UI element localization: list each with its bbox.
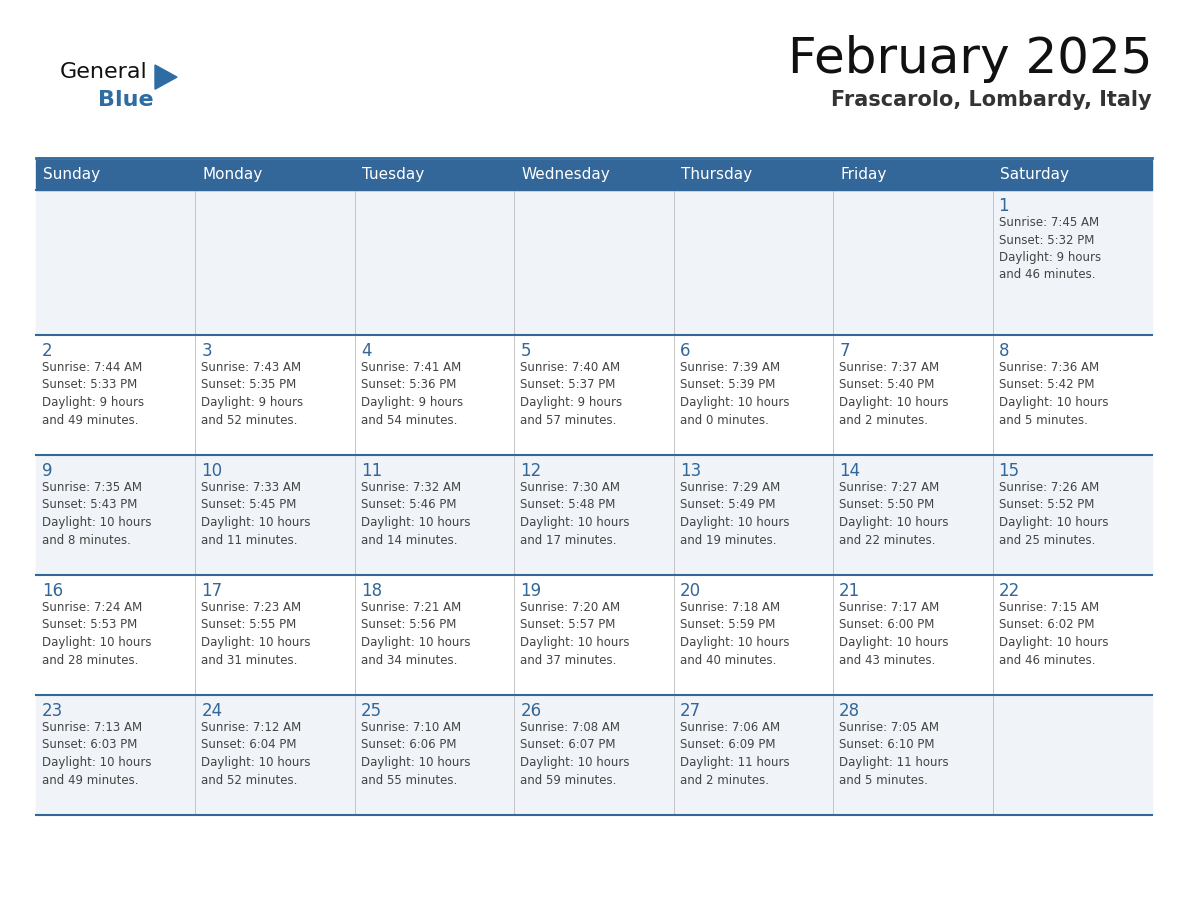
Text: 1: 1 (999, 197, 1009, 215)
Text: 9: 9 (42, 462, 52, 480)
Text: 27: 27 (680, 702, 701, 720)
Text: 26: 26 (520, 702, 542, 720)
Text: Sunrise: 7:06 AM
Sunset: 6:09 PM
Daylight: 11 hours
and 2 minutes.: Sunrise: 7:06 AM Sunset: 6:09 PM Dayligh… (680, 721, 789, 787)
Text: 7: 7 (839, 342, 849, 360)
Text: Sunrise: 7:27 AM
Sunset: 5:50 PM
Daylight: 10 hours
and 22 minutes.: Sunrise: 7:27 AM Sunset: 5:50 PM Dayligh… (839, 481, 949, 546)
Text: 14: 14 (839, 462, 860, 480)
Text: Sunrise: 7:35 AM
Sunset: 5:43 PM
Daylight: 10 hours
and 8 minutes.: Sunrise: 7:35 AM Sunset: 5:43 PM Dayligh… (42, 481, 152, 546)
Text: Sunrise: 7:36 AM
Sunset: 5:42 PM
Daylight: 10 hours
and 5 minutes.: Sunrise: 7:36 AM Sunset: 5:42 PM Dayligh… (999, 361, 1108, 427)
Text: 12: 12 (520, 462, 542, 480)
Text: Sunrise: 7:23 AM
Sunset: 5:55 PM
Daylight: 10 hours
and 31 minutes.: Sunrise: 7:23 AM Sunset: 5:55 PM Dayligh… (202, 601, 311, 666)
Text: 18: 18 (361, 582, 383, 600)
Bar (36, 455, 1152, 575)
Text: 25: 25 (361, 702, 383, 720)
Text: Blue: Blue (97, 90, 153, 110)
Text: Sunrise: 7:17 AM
Sunset: 6:00 PM
Daylight: 10 hours
and 43 minutes.: Sunrise: 7:17 AM Sunset: 6:00 PM Dayligh… (839, 601, 949, 666)
Text: 24: 24 (202, 702, 222, 720)
Text: 10: 10 (202, 462, 222, 480)
Text: Sunrise: 7:40 AM
Sunset: 5:37 PM
Daylight: 9 hours
and 57 minutes.: Sunrise: 7:40 AM Sunset: 5:37 PM Dayligh… (520, 361, 623, 427)
Bar (36, 695, 1152, 815)
Text: Thursday: Thursday (681, 167, 752, 183)
Text: Monday: Monday (202, 167, 263, 183)
Text: 28: 28 (839, 702, 860, 720)
Text: Sunrise: 7:13 AM
Sunset: 6:03 PM
Daylight: 10 hours
and 49 minutes.: Sunrise: 7:13 AM Sunset: 6:03 PM Dayligh… (42, 721, 152, 787)
Text: 23: 23 (42, 702, 63, 720)
Text: 16: 16 (42, 582, 63, 600)
Text: Sunrise: 7:15 AM
Sunset: 6:02 PM
Daylight: 10 hours
and 46 minutes.: Sunrise: 7:15 AM Sunset: 6:02 PM Dayligh… (999, 601, 1108, 666)
Text: Sunday: Sunday (43, 167, 100, 183)
Text: 22: 22 (999, 582, 1019, 600)
Text: General: General (61, 62, 147, 82)
Text: Sunrise: 7:29 AM
Sunset: 5:49 PM
Daylight: 10 hours
and 19 minutes.: Sunrise: 7:29 AM Sunset: 5:49 PM Dayligh… (680, 481, 789, 546)
Text: 6: 6 (680, 342, 690, 360)
Text: Sunrise: 7:21 AM
Sunset: 5:56 PM
Daylight: 10 hours
and 34 minutes.: Sunrise: 7:21 AM Sunset: 5:56 PM Dayligh… (361, 601, 470, 666)
Text: 2: 2 (42, 342, 52, 360)
Bar (36, 160, 1152, 190)
Polygon shape (154, 65, 177, 89)
Text: Friday: Friday (840, 167, 886, 183)
Text: Sunrise: 7:24 AM
Sunset: 5:53 PM
Daylight: 10 hours
and 28 minutes.: Sunrise: 7:24 AM Sunset: 5:53 PM Dayligh… (42, 601, 152, 666)
Text: 17: 17 (202, 582, 222, 600)
Text: 21: 21 (839, 582, 860, 600)
Bar (36, 335, 1152, 455)
Text: February 2025: February 2025 (788, 35, 1152, 83)
Text: Wednesday: Wednesday (522, 167, 609, 183)
Text: Sunrise: 7:39 AM
Sunset: 5:39 PM
Daylight: 10 hours
and 0 minutes.: Sunrise: 7:39 AM Sunset: 5:39 PM Dayligh… (680, 361, 789, 427)
Text: 13: 13 (680, 462, 701, 480)
Text: 15: 15 (999, 462, 1019, 480)
Text: 20: 20 (680, 582, 701, 600)
Text: Sunrise: 7:45 AM
Sunset: 5:32 PM
Daylight: 9 hours
and 46 minutes.: Sunrise: 7:45 AM Sunset: 5:32 PM Dayligh… (999, 216, 1101, 282)
Text: Tuesday: Tuesday (362, 167, 424, 183)
Text: Sunrise: 7:43 AM
Sunset: 5:35 PM
Daylight: 9 hours
and 52 minutes.: Sunrise: 7:43 AM Sunset: 5:35 PM Dayligh… (202, 361, 304, 427)
Text: 19: 19 (520, 582, 542, 600)
Text: Frascarolo, Lombardy, Italy: Frascarolo, Lombardy, Italy (832, 90, 1152, 110)
Text: Sunrise: 7:05 AM
Sunset: 6:10 PM
Daylight: 11 hours
and 5 minutes.: Sunrise: 7:05 AM Sunset: 6:10 PM Dayligh… (839, 721, 949, 787)
Text: Sunrise: 7:12 AM
Sunset: 6:04 PM
Daylight: 10 hours
and 52 minutes.: Sunrise: 7:12 AM Sunset: 6:04 PM Dayligh… (202, 721, 311, 787)
Text: Sunrise: 7:41 AM
Sunset: 5:36 PM
Daylight: 9 hours
and 54 minutes.: Sunrise: 7:41 AM Sunset: 5:36 PM Dayligh… (361, 361, 463, 427)
Text: 3: 3 (202, 342, 211, 360)
Bar (36, 575, 1152, 695)
Text: Sunrise: 7:08 AM
Sunset: 6:07 PM
Daylight: 10 hours
and 59 minutes.: Sunrise: 7:08 AM Sunset: 6:07 PM Dayligh… (520, 721, 630, 787)
Text: Saturday: Saturday (999, 167, 1068, 183)
Text: 11: 11 (361, 462, 383, 480)
Text: 8: 8 (999, 342, 1009, 360)
Text: Sunrise: 7:18 AM
Sunset: 5:59 PM
Daylight: 10 hours
and 40 minutes.: Sunrise: 7:18 AM Sunset: 5:59 PM Dayligh… (680, 601, 789, 666)
Bar (36, 190, 1152, 335)
Text: Sunrise: 7:37 AM
Sunset: 5:40 PM
Daylight: 10 hours
and 2 minutes.: Sunrise: 7:37 AM Sunset: 5:40 PM Dayligh… (839, 361, 949, 427)
Text: Sunrise: 7:33 AM
Sunset: 5:45 PM
Daylight: 10 hours
and 11 minutes.: Sunrise: 7:33 AM Sunset: 5:45 PM Dayligh… (202, 481, 311, 546)
Text: 4: 4 (361, 342, 372, 360)
Text: Sunrise: 7:32 AM
Sunset: 5:46 PM
Daylight: 10 hours
and 14 minutes.: Sunrise: 7:32 AM Sunset: 5:46 PM Dayligh… (361, 481, 470, 546)
Text: Sunrise: 7:26 AM
Sunset: 5:52 PM
Daylight: 10 hours
and 25 minutes.: Sunrise: 7:26 AM Sunset: 5:52 PM Dayligh… (999, 481, 1108, 546)
Text: Sunrise: 7:44 AM
Sunset: 5:33 PM
Daylight: 9 hours
and 49 minutes.: Sunrise: 7:44 AM Sunset: 5:33 PM Dayligh… (42, 361, 144, 427)
Text: Sunrise: 7:30 AM
Sunset: 5:48 PM
Daylight: 10 hours
and 17 minutes.: Sunrise: 7:30 AM Sunset: 5:48 PM Dayligh… (520, 481, 630, 546)
Text: 5: 5 (520, 342, 531, 360)
Text: Sunrise: 7:20 AM
Sunset: 5:57 PM
Daylight: 10 hours
and 37 minutes.: Sunrise: 7:20 AM Sunset: 5:57 PM Dayligh… (520, 601, 630, 666)
Text: Sunrise: 7:10 AM
Sunset: 6:06 PM
Daylight: 10 hours
and 55 minutes.: Sunrise: 7:10 AM Sunset: 6:06 PM Dayligh… (361, 721, 470, 787)
